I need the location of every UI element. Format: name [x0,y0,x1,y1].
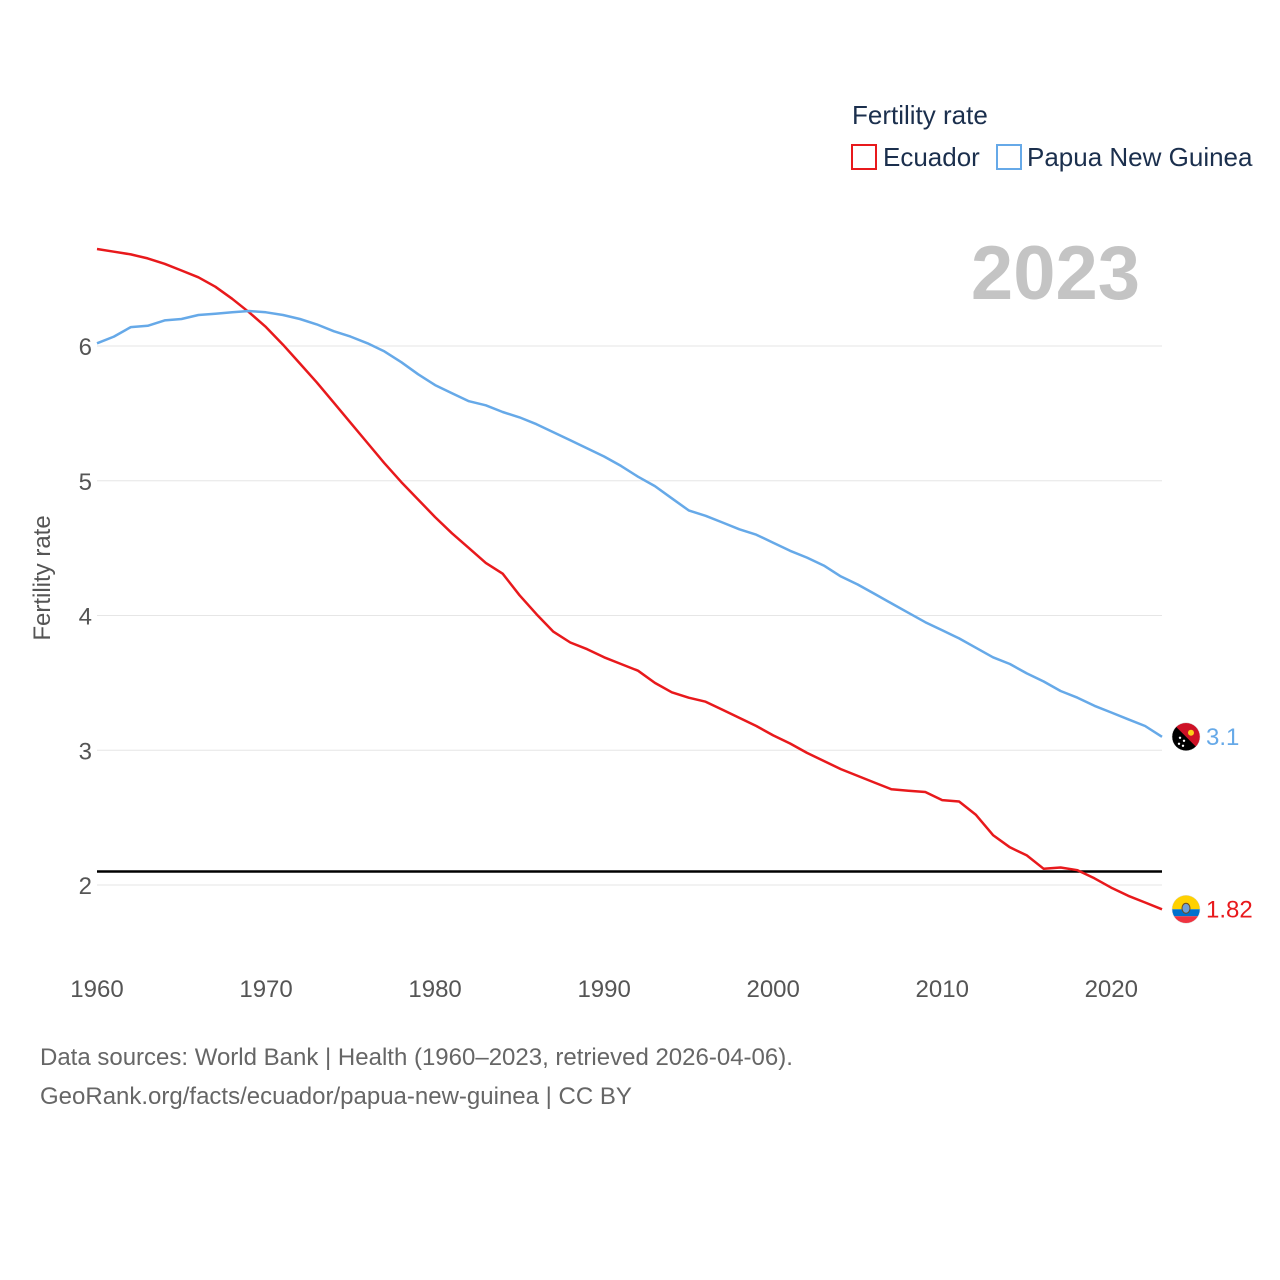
legend-label-papua-new-guinea: Papua New Guinea [1027,142,1253,172]
papua-new-guinea-flag-icon [1171,722,1201,752]
y-tick-label: 5 [79,469,92,496]
y-tick-label: 3 [79,738,92,765]
grid-lines [97,345,1162,886]
data-source-note: Data sources: World Bank | Health (1960–… [40,1044,793,1071]
x-tick-label: 2010 [916,976,969,1003]
year-label: 2023 [971,231,1140,316]
source-url: GeoRank.org/facts/ecuador/papua-new-guin… [40,1083,632,1110]
legend-label-ecuador: Ecuador [883,142,980,172]
end-value-label-ecuador: 1.82 [1206,896,1253,923]
y-axis-ticks: 2 3 4 5 6 [79,334,92,900]
x-tick-label: 1960 [70,976,123,1003]
end-markers: 1.82 3.1 [1171,722,1253,924]
end-value-label-papua-new-guinea: 3.1 [1206,724,1239,751]
series-line-ecuador [96,247,1163,911]
x-axis-ticks: 1960 1970 1980 1990 2000 2010 2020 [70,976,1138,1003]
x-tick-label: 1990 [577,976,630,1003]
x-tick-label: 1980 [408,976,461,1003]
x-tick-label: 1970 [239,976,292,1003]
x-tick-label: 2000 [746,976,799,1003]
x-tick-label: 2020 [1085,976,1138,1003]
legend-item-papua-new-guinea[interactable]: Papua New Guinea [996,142,1253,172]
legend-swatch-papua-new-guinea [996,144,1022,170]
y-axis-title: Fertility rate [29,515,56,640]
legend-swatch-ecuador [851,144,877,170]
y-tick-label: 6 [79,334,92,361]
series-lines [96,247,1163,911]
ecuador-flag-icon [1171,895,1201,924]
legend-item-ecuador[interactable]: Ecuador [851,142,980,172]
legend: Fertility rate Ecuador Papua New Guinea [851,100,1253,172]
y-tick-label: 2 [79,873,92,900]
y-tick-label: 4 [79,604,92,631]
series-line-papua-new-guinea [96,309,1163,738]
legend-title: Fertility rate [852,100,988,130]
